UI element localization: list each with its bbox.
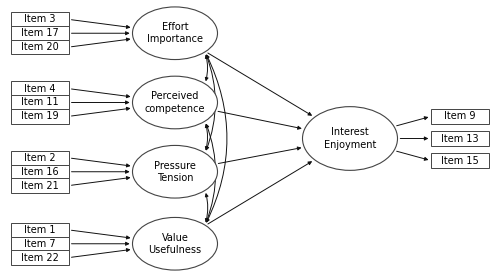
Text: Effort
Importance: Effort Importance [147, 22, 203, 44]
FancyBboxPatch shape [11, 151, 69, 165]
Ellipse shape [132, 217, 218, 270]
Text: Item 3: Item 3 [24, 14, 56, 24]
Text: Item 7: Item 7 [24, 239, 56, 249]
Text: Perceived
competence: Perceived competence [145, 91, 206, 114]
Text: Item 19: Item 19 [21, 111, 59, 121]
FancyBboxPatch shape [11, 12, 69, 27]
Text: Value
Usefulness: Value Usefulness [148, 233, 202, 255]
Text: Item 11: Item 11 [21, 98, 59, 107]
FancyBboxPatch shape [11, 165, 69, 179]
Text: Item 21: Item 21 [21, 181, 59, 191]
Ellipse shape [302, 107, 398, 170]
Text: Interest
Enjoyment: Interest Enjoyment [324, 127, 376, 150]
Text: Pressure
Tension: Pressure Tension [154, 161, 196, 183]
FancyBboxPatch shape [11, 81, 69, 96]
Text: Item 15: Item 15 [441, 156, 479, 166]
FancyBboxPatch shape [11, 40, 69, 54]
FancyBboxPatch shape [11, 250, 69, 265]
Text: Item 22: Item 22 [21, 253, 59, 263]
Text: Item 9: Item 9 [444, 111, 476, 121]
FancyBboxPatch shape [11, 95, 69, 110]
Ellipse shape [132, 76, 218, 129]
Text: Item 20: Item 20 [21, 42, 59, 52]
Text: Item 17: Item 17 [21, 28, 59, 38]
Ellipse shape [132, 7, 218, 60]
Text: Item 16: Item 16 [21, 167, 59, 177]
FancyBboxPatch shape [11, 223, 69, 237]
FancyBboxPatch shape [11, 237, 69, 251]
FancyBboxPatch shape [11, 109, 69, 124]
Text: Item 4: Item 4 [24, 84, 56, 94]
FancyBboxPatch shape [11, 178, 69, 193]
Text: Item 13: Item 13 [441, 134, 479, 143]
FancyBboxPatch shape [11, 26, 69, 40]
Text: Item 2: Item 2 [24, 153, 56, 163]
FancyBboxPatch shape [431, 131, 489, 146]
Ellipse shape [132, 145, 218, 198]
FancyBboxPatch shape [431, 109, 489, 124]
Text: Item 1: Item 1 [24, 225, 56, 235]
FancyBboxPatch shape [431, 153, 489, 168]
